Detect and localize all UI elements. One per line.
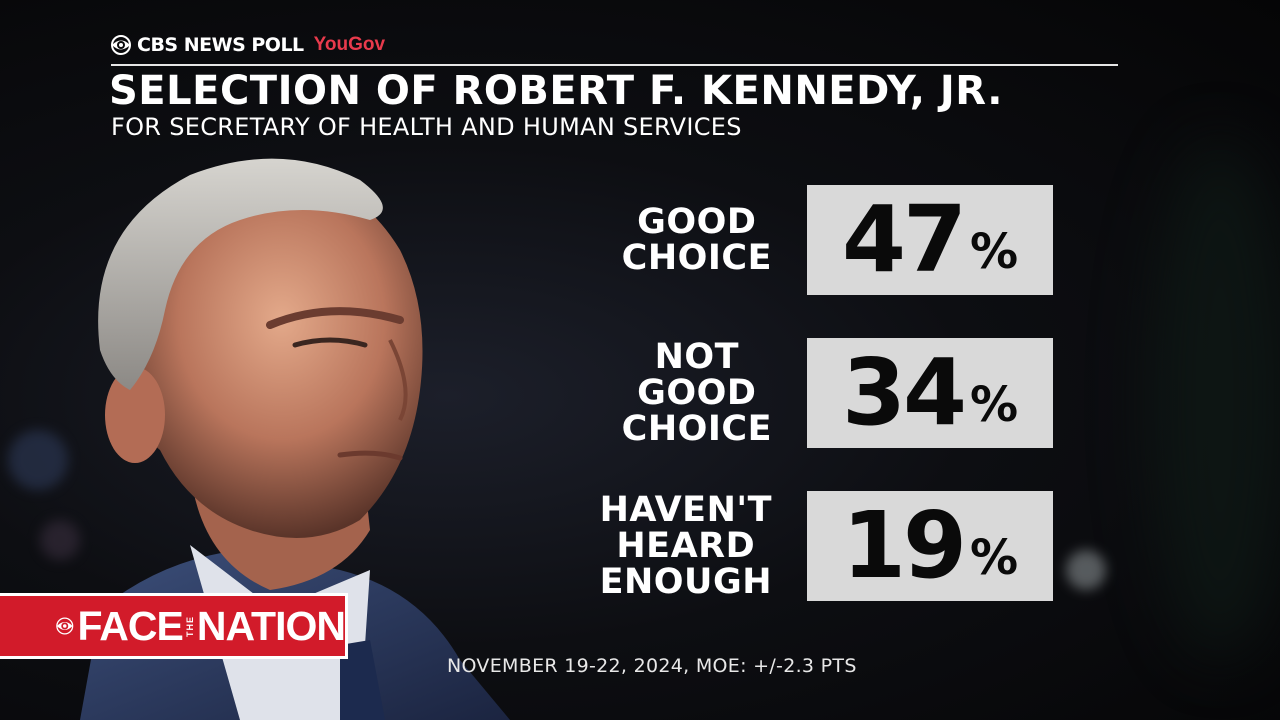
result-label-line: HAVEN'T xyxy=(599,490,772,530)
result-label-line: GOOD xyxy=(637,373,757,413)
result-label-line: NOT xyxy=(654,337,740,377)
header-divider xyxy=(111,64,1118,66)
background-light xyxy=(1066,550,1106,590)
background-light xyxy=(8,430,68,490)
result-label: NOT GOOD CHOICE xyxy=(622,339,772,447)
result-label: GOOD CHOICE xyxy=(622,204,772,276)
cbs-eye-icon xyxy=(111,35,131,55)
subject-portrait xyxy=(80,158,510,720)
result-value: 19 xyxy=(841,492,967,599)
background-light xyxy=(1150,140,1280,660)
result-label-line: ENOUGH xyxy=(599,562,772,602)
result-value-box: 34% xyxy=(807,338,1053,448)
result-percent-sign: % xyxy=(969,377,1019,433)
show-name-face: FACE xyxy=(77,602,184,649)
partner-name: YouGov xyxy=(313,34,386,55)
result-percent-sign: % xyxy=(969,530,1019,586)
poll-brand: CBS NEWS POLL YouGov xyxy=(111,34,385,56)
network-name: CBS NEWS POLL xyxy=(137,34,304,56)
result-percent-sign: % xyxy=(969,224,1019,280)
cbs-eye-icon xyxy=(56,617,74,635)
result-value-box: 47% xyxy=(807,185,1053,295)
result-label-line: CHOICE xyxy=(621,238,772,278)
chart-title: SELECTION OF ROBERT F. KENNEDY, JR. xyxy=(109,68,1004,114)
result-value: 34 xyxy=(841,339,967,446)
chart-subtitle: FOR SECRETARY OF HEALTH AND HUMAN SERVIC… xyxy=(111,113,742,141)
show-name-the: THE xyxy=(184,615,195,637)
result-label-line: HEARD xyxy=(616,526,756,566)
background-light xyxy=(40,520,80,560)
result-label: HAVEN'T HEARD ENOUGH xyxy=(600,492,772,600)
result-label-line: CHOICE xyxy=(621,409,772,449)
result-label-line: GOOD xyxy=(637,202,757,242)
result-value-box: 19% xyxy=(807,491,1053,601)
poll-footnote: NOVEMBER 19-22, 2024, MOE: +/-2.3 PTS xyxy=(447,655,857,677)
result-value: 47 xyxy=(841,186,967,293)
show-logo-bar: FACE THE NATION xyxy=(0,593,348,659)
show-name-nation: NATION xyxy=(196,602,346,649)
